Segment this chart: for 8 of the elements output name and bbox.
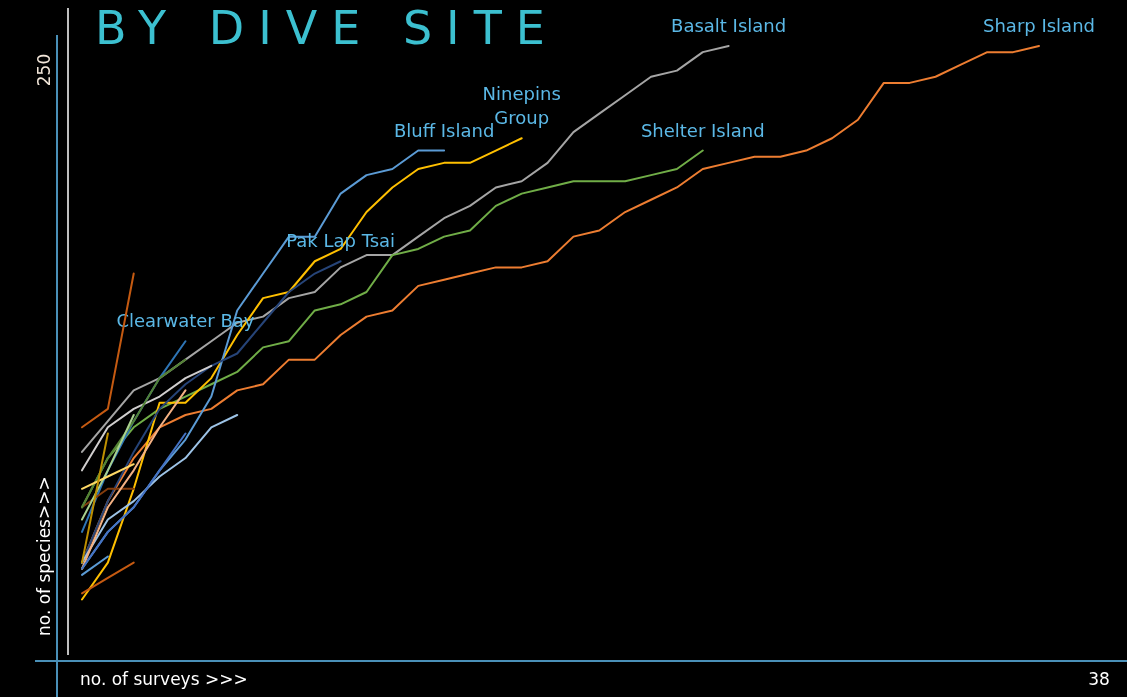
y-axis-title: no. of species>>> <box>34 476 54 636</box>
text: 38 <box>1088 669 1110 689</box>
series-label: Basalt Island <box>671 15 787 36</box>
x-axis-title: no. of surveys >>> <box>80 669 248 689</box>
text: 250 <box>34 53 54 87</box>
series-label: Sharp Island <box>983 15 1095 36</box>
chart-title: BY DIVE SITE <box>95 1 559 55</box>
series-label: Shelter Island <box>640 119 765 141</box>
